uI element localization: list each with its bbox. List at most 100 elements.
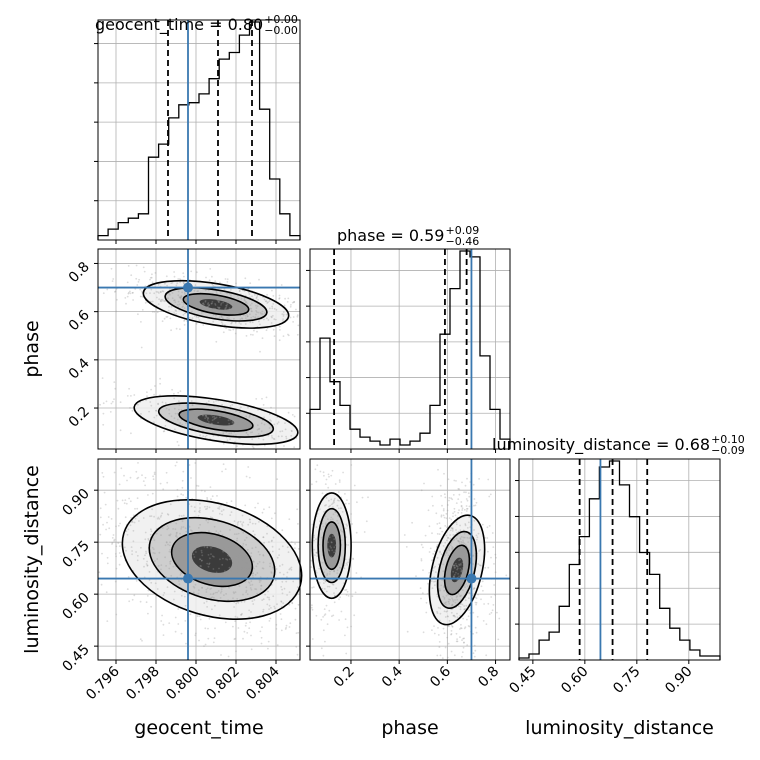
panel-geocent_time-vs-luminosity_distance-sample-point — [272, 536, 275, 539]
panel-geocent_time-vs-luminosity_distance-sample-point — [113, 471, 116, 474]
panel-geocent_time-vs-phase-sample-point — [183, 282, 185, 285]
xticklabel-luminosity_distance-0: 0.45 — [506, 664, 539, 697]
panel-geocent_time-vs-luminosity_distance-sample-point — [221, 573, 224, 576]
panel-geocent_time-vs-luminosity_distance-sample-point — [205, 588, 208, 591]
panel-geocent_time-vs-luminosity_distance-sample-point — [237, 520, 240, 523]
panel-geocent_time-vs-phase-sample-point — [150, 288, 153, 291]
panel-geocent_time-vs-phase-sample-point — [189, 303, 191, 306]
panel-phase-vs-luminosity_distance-sample-point — [465, 498, 468, 500]
panel-geocent_time-vs-luminosity_distance-sample-point — [189, 542, 192, 544]
panel-phase-vs-luminosity_distance-sample-point — [494, 553, 497, 556]
panel-geocent_time-vs-phase-sample-point — [234, 415, 236, 418]
panel-geocent_time-vs-luminosity_distance-sample-point — [193, 506, 196, 508]
panel-geocent_time-vs-luminosity_distance-sample-point — [290, 541, 293, 543]
panel-geocent_time-vs-phase-sample-point — [181, 306, 184, 309]
panel-phase-vs-luminosity_distance-sample-point — [311, 586, 313, 589]
panel-geocent_time-vs-phase-sample-point — [280, 284, 283, 286]
panel-geocent_time-vs-phase-sample-point — [291, 430, 293, 433]
panel-geocent_time-vs-luminosity_distance-sample-point — [194, 632, 197, 635]
panel-geocent_time-vs-phase-sample-point — [173, 417, 176, 420]
panel-phase-vs-luminosity_distance-sample-point — [475, 631, 478, 634]
panel-geocent_time-vs-phase-sample-point — [206, 306, 209, 308]
panel-geocent_time-vs-phase-sample-point — [141, 309, 144, 311]
panel-geocent_time-vs-luminosity_distance-sample-point — [262, 567, 265, 570]
panel-phase-vs-luminosity_distance-sample-point — [415, 575, 417, 577]
panel-phase-vs-luminosity_distance-sample-point — [451, 530, 454, 532]
panel-geocent_time-vs-phase-sample-point — [269, 419, 271, 421]
panel-geocent_time-vs-phase-sample-point — [270, 322, 273, 324]
panel-phase-vs-luminosity_distance-sample-point — [429, 547, 432, 550]
panel-phase-vs-luminosity_distance-sample-point — [479, 564, 482, 567]
panel-geocent_time-vs-phase-sample-point — [296, 333, 299, 336]
panel-geocent_time-vs-phase-sample-point — [170, 415, 173, 418]
panel-geocent_time-vs-luminosity_distance-sample-point — [199, 618, 202, 621]
panel-phase-vs-luminosity_distance-sample-point — [465, 583, 468, 585]
panel-phase-vs-luminosity_distance-sample-point — [332, 513, 335, 516]
panel-phase-vs-luminosity_distance-sample-point — [427, 582, 429, 585]
panel-geocent_time-vs-phase-sample-point — [245, 431, 248, 434]
panel-geocent_time-vs-luminosity_distance-sample-point — [288, 626, 291, 628]
panel-geocent_time-vs-phase-sample-point — [259, 350, 261, 353]
panel-geocent_time-vs-luminosity_distance-sample-point — [213, 525, 216, 528]
panel-geocent_time-vs-phase-sample-point — [216, 299, 219, 302]
panel-geocent_time-vs-phase-sample-point — [179, 281, 182, 284]
panel-geocent_time-vs-phase-sample-point — [272, 328, 275, 331]
panel-phase-vs-luminosity_distance-sample-point — [327, 549, 329, 551]
panel-phase-vs-luminosity_distance-sample-point — [436, 523, 439, 525]
panel-phase-vs-luminosity_distance-sample-point — [419, 587, 422, 590]
panel-geocent_time-vs-phase-sample-point — [228, 299, 231, 302]
panel-geocent_time-vs-luminosity_distance-sample-point — [247, 572, 250, 574]
panel-geocent_time-vs-phase-sample-point — [197, 290, 200, 292]
panel-phase-vs-luminosity_distance-sample-point — [328, 573, 331, 575]
panel-phase-vs-luminosity_distance-sample-point — [449, 598, 451, 601]
panel-geocent_time-vs-phase-sample-point — [221, 425, 224, 428]
xlabel-luminosity_distance: luminosity_distance — [525, 717, 714, 739]
panel-geocent_time-vs-luminosity_distance-sample-point — [250, 634, 252, 637]
panel-geocent_time-vs-phase-sample-point — [222, 442, 225, 445]
panel-geocent_time-vs-phase-density-level-3 — [197, 414, 235, 426]
panel-geocent_time-vs-phase-sample-point — [284, 297, 286, 300]
panel-geocent_time-vs-phase-sample-point — [162, 430, 165, 433]
panel-geocent_time-vs-luminosity_distance-sample-point — [262, 554, 265, 556]
panel-phase-vs-luminosity_distance-sample-point — [491, 532, 494, 534]
panel-geocent_time-vs-luminosity_distance-sample-point — [120, 555, 122, 558]
panel-geocent_time-vs-phase-sample-point — [136, 284, 139, 286]
panel-phase-vs-luminosity_distance-sample-point — [462, 564, 465, 566]
panel-phase-vs-luminosity_distance-sample-point — [451, 548, 454, 551]
panel-geocent_time-vs-phase-sample-point — [212, 285, 215, 287]
panel-geocent_time-vs-luminosity_distance-sample-point — [149, 533, 152, 536]
panel-geocent_time-vs-luminosity_distance-sample-point — [118, 563, 121, 566]
panel-geocent_time-vs-phase-sample-point — [208, 304, 211, 307]
panel-geocent_time-vs-luminosity_distance-sample-point — [252, 572, 255, 575]
panel-geocent_time-vs-luminosity_distance-sample-point — [264, 593, 266, 596]
panel-geocent_time-vs-phase-sample-point — [170, 306, 173, 308]
panel-geocent_time-vs-luminosity_distance-sample-point — [101, 472, 104, 474]
panel-geocent_time-vs-luminosity_distance-sample-point — [296, 508, 299, 511]
panel-phase-vs-luminosity_distance-sample-point — [453, 479, 456, 482]
panel-phase-vs-luminosity_distance-sample-point — [437, 563, 440, 566]
panel-geocent_time-vs-luminosity_distance-sample-point — [184, 604, 187, 607]
panel-geocent_time-vs-phase-sample-point — [215, 296, 218, 299]
panel-geocent_time-vs-phase-sample-point — [167, 309, 170, 312]
panel-phase-vs-luminosity_distance-sample-point — [447, 537, 450, 539]
panel-geocent_time-vs-luminosity_distance-sample-point — [236, 566, 239, 569]
panel-geocent_time-vs-luminosity_distance-sample-point — [169, 541, 171, 544]
panel-geocent_time-vs-phase-sample-point — [221, 311, 224, 313]
panel-phase-vs-luminosity_distance-sample-point — [482, 620, 485, 622]
panel-geocent_time-vs-phase-sample-point — [165, 316, 168, 318]
panel-geocent_time-vs-luminosity_distance-sample-point — [144, 554, 146, 557]
panel-geocent_time-vs-phase-sample-point — [153, 421, 155, 424]
title-phase: phase = 0.59 +0.09−0.46 — [337, 224, 479, 248]
panel-geocent_time-vs-luminosity_distance-sample-point — [214, 538, 217, 540]
panel-geocent_time-vs-phase-sample-point — [218, 307, 220, 309]
panel-geocent_time-vs-luminosity_distance-sample-point — [205, 600, 208, 603]
panel-geocent_time-vs-luminosity_distance-sample-point — [222, 463, 225, 466]
panel-phase-vs-luminosity_distance-sample-point — [454, 558, 456, 561]
panel-geocent_time-vs-phase-sample-point — [250, 307, 253, 310]
panel-phase-vs-luminosity_distance-sample-point — [423, 482, 425, 485]
panel-geocent_time-vs-phase-sample-point — [177, 300, 180, 303]
panel-geocent_time-vs-phase-sample-point — [217, 306, 219, 309]
panel-geocent_time-vs-phase-sample-point — [188, 300, 191, 303]
panel-geocent_time-vs-luminosity_distance-sample-point — [169, 533, 172, 536]
panel-geocent_time-vs-phase-sample-point — [109, 411, 112, 413]
